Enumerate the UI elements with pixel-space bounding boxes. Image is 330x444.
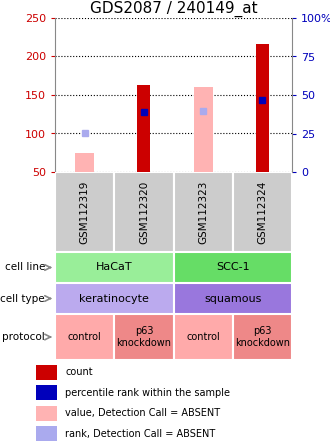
Bar <box>233 314 292 360</box>
Bar <box>194 87 213 172</box>
Bar <box>55 314 114 360</box>
Bar <box>174 283 292 314</box>
Text: control: control <box>186 332 220 342</box>
Bar <box>137 85 150 172</box>
Bar <box>114 172 174 252</box>
Bar <box>174 252 292 283</box>
Text: cell line: cell line <box>5 262 45 273</box>
Bar <box>174 314 233 360</box>
Text: value, Detection Call = ABSENT: value, Detection Call = ABSENT <box>65 408 220 418</box>
Bar <box>75 153 94 172</box>
Text: percentile rank within the sample: percentile rank within the sample <box>65 388 230 398</box>
Text: rank, Detection Call = ABSENT: rank, Detection Call = ABSENT <box>65 429 215 439</box>
Text: p63
knockdown: p63 knockdown <box>116 326 171 348</box>
Bar <box>55 172 114 252</box>
Bar <box>36 365 56 380</box>
Text: protocol: protocol <box>2 332 45 342</box>
Text: squamous: squamous <box>204 293 261 304</box>
Title: GDS2087 / 240149_at: GDS2087 / 240149_at <box>90 0 257 16</box>
Text: keratinocyte: keratinocyte <box>79 293 149 304</box>
Bar <box>256 44 269 172</box>
Text: count: count <box>65 367 93 377</box>
Bar <box>114 314 174 360</box>
Text: GSM112320: GSM112320 <box>139 180 149 244</box>
Text: GSM112323: GSM112323 <box>198 180 208 244</box>
Bar <box>36 385 56 400</box>
Bar <box>174 172 233 252</box>
Bar <box>55 252 174 283</box>
Bar <box>233 172 292 252</box>
Text: p63
knockdown: p63 knockdown <box>235 326 290 348</box>
Text: SCC-1: SCC-1 <box>216 262 249 273</box>
Text: control: control <box>68 332 102 342</box>
Bar <box>36 426 56 441</box>
Bar <box>36 406 56 420</box>
Text: GSM112324: GSM112324 <box>257 180 267 244</box>
Text: GSM112319: GSM112319 <box>80 180 90 244</box>
Text: cell type: cell type <box>0 293 45 304</box>
Text: HaCaT: HaCaT <box>96 262 133 273</box>
Bar <box>55 283 174 314</box>
